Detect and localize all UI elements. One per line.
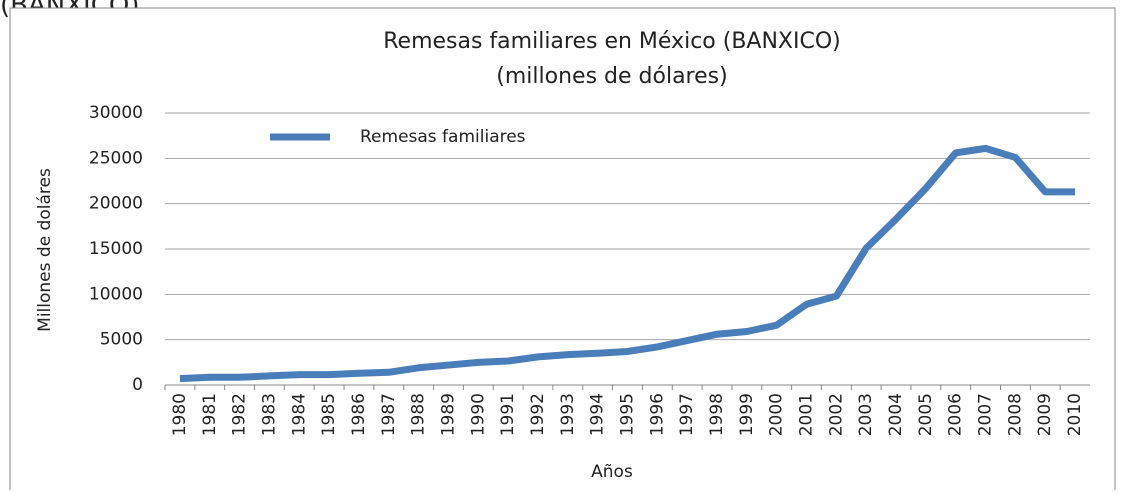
data-line — [179, 144, 1076, 383]
chart-subtitle: (millones de dólares) — [496, 64, 727, 89]
x-tick-label: 1981 — [200, 393, 220, 436]
x-tick-label: 1992 — [528, 393, 548, 436]
x-tick-label: 2001 — [797, 393, 817, 436]
x-tick-label: 1986 — [349, 393, 369, 436]
x-tick-label: 1995 — [618, 393, 638, 436]
x-tick-label: 1985 — [319, 393, 339, 436]
x-axis-label: Años — [591, 462, 633, 482]
x-tick-label: 2007 — [976, 393, 996, 436]
x-tick-label: 1996 — [647, 393, 667, 436]
x-tick-label: 1980 — [170, 393, 190, 436]
x-tick-label: 1999 — [737, 393, 757, 436]
chart-frame — [9, 7, 1116, 494]
x-tick-label: 2006 — [946, 393, 966, 436]
x-tick-label: 2003 — [856, 393, 876, 436]
x-tick-label: 2004 — [886, 393, 906, 436]
y-tick-label: 20000 — [89, 194, 143, 214]
x-tick-label: 1994 — [588, 393, 608, 436]
x-tick-label: 1983 — [259, 393, 279, 436]
y-tick-label: 0 — [132, 375, 143, 395]
x-tick-label: 1993 — [558, 393, 578, 436]
chart-title: Remesas familiares en México (BANXICO) — [383, 29, 841, 54]
x-tick-label: 2005 — [916, 393, 936, 436]
x-tick-label: 2009 — [1035, 393, 1055, 436]
y-tick-label: 15000 — [89, 239, 143, 259]
x-tick-label: 2002 — [826, 393, 846, 436]
x-tick-label: 1990 — [468, 393, 488, 436]
y-tick-label: 5000 — [100, 330, 143, 350]
x-tick-label: 1998 — [707, 393, 727, 436]
y-tick-label: 10000 — [89, 284, 143, 304]
y-axis-label: Millones de doláres — [35, 168, 55, 332]
x-tick-label: 2008 — [1005, 393, 1025, 436]
x-tick-label: 1991 — [498, 393, 518, 436]
x-tick-label: 1988 — [409, 393, 429, 436]
x-tick-label: 1989 — [438, 393, 458, 436]
legend-label: Remesas familiares — [360, 127, 526, 147]
x-tick-label: 2010 — [1065, 393, 1085, 436]
x-tick-label: 1982 — [230, 393, 250, 436]
x-tick-label: 1987 — [379, 393, 399, 436]
y-tick-label: 25000 — [89, 148, 143, 168]
x-tick-label: 1984 — [289, 393, 309, 436]
x-tick-label: 1997 — [677, 393, 697, 436]
y-tick-label: 30000 — [89, 103, 143, 123]
x-tick-label: 2000 — [767, 393, 787, 436]
